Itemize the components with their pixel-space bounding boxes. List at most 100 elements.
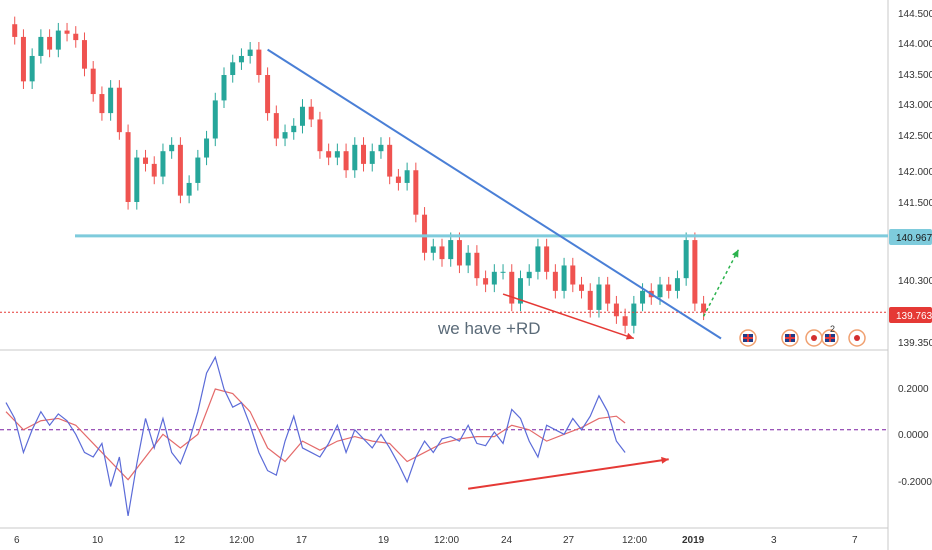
candle [343, 151, 349, 171]
candle [247, 49, 253, 56]
osc-tick: 0.0000 [898, 430, 929, 441]
time-tick: 12:00 [229, 535, 254, 546]
candle [265, 75, 271, 114]
candle [430, 246, 436, 253]
candle [308, 106, 314, 120]
projection-arrow[interactable] [702, 249, 740, 317]
candle [500, 271, 506, 273]
price-candles [12, 16, 707, 334]
rd-arrow[interactable] [502, 293, 635, 340]
candle [456, 240, 462, 266]
candle [299, 106, 305, 126]
event-badges[interactable]: 2 [739, 324, 866, 347]
descending-trendline[interactable] [267, 48, 722, 340]
osc-tick: -0.2000 [898, 477, 932, 488]
candle [55, 30, 61, 50]
candle [212, 100, 218, 139]
candle [143, 157, 149, 164]
candle [657, 284, 663, 298]
candle [291, 125, 297, 133]
time-tick: 7 [852, 535, 858, 546]
candle [81, 40, 87, 69]
oscillator-axis: 0.2000 0.0000 -0.2000 [898, 384, 932, 488]
candle [491, 271, 497, 285]
candle [352, 144, 358, 171]
candle [326, 151, 332, 158]
time-tick: 19 [378, 535, 390, 546]
price-tick: 141.500 [898, 198, 932, 209]
candle [230, 62, 236, 76]
divergence-arrow[interactable] [468, 458, 669, 490]
candle [631, 303, 637, 326]
candle [395, 176, 401, 183]
candle [238, 55, 244, 63]
price-tick: 142.500 [898, 131, 932, 142]
time-tick: 12:00 [434, 535, 459, 546]
candle [73, 33, 79, 41]
uk-flag-icon[interactable] [821, 329, 839, 347]
arrow-head [661, 456, 669, 464]
candle [90, 68, 96, 95]
current-price-label: 139.763 [896, 311, 932, 322]
candle [169, 144, 175, 152]
time-tick: 2019 [682, 535, 705, 546]
candle [640, 290, 646, 304]
candle [361, 144, 367, 164]
uk-flag-icon[interactable] [781, 329, 799, 347]
candle [544, 246, 550, 272]
candle [413, 170, 419, 215]
candle [422, 214, 428, 253]
uk-flag-icon[interactable] [739, 329, 757, 347]
candle [221, 75, 227, 101]
time-tick: 6 [14, 535, 20, 546]
candle [125, 132, 131, 202]
time-axis: 6 10 12 12:00 17 19 12:00 24 27 12:00 20… [14, 535, 858, 546]
candle [108, 87, 114, 114]
candle [177, 144, 183, 196]
candle [552, 271, 558, 291]
candle [369, 151, 375, 164]
candle [47, 36, 53, 50]
resistance-price-label: 140.967 [896, 233, 932, 244]
oscillator-fast-line [5, 355, 626, 517]
time-tick: 17 [296, 535, 308, 546]
candle [378, 144, 384, 152]
candle [526, 271, 532, 279]
candle [204, 138, 210, 158]
candle [517, 278, 523, 304]
time-tick: 24 [501, 535, 513, 546]
price-tick: 144.500 [898, 9, 932, 20]
candle [666, 284, 672, 291]
candle [587, 290, 593, 310]
candle [561, 265, 567, 291]
candle [20, 36, 26, 82]
candle [509, 271, 515, 304]
price-axis: 144.500 144.000 143.500 143.000 142.500 … [898, 9, 932, 349]
oscillator-slow-line [5, 388, 626, 481]
candle [701, 303, 707, 313]
japan-flag-icon[interactable] [848, 329, 866, 347]
candle [579, 284, 585, 291]
candle [483, 278, 489, 285]
arrow-head [732, 249, 739, 258]
candle [160, 151, 166, 177]
time-tick: 27 [563, 535, 575, 546]
candle [99, 94, 105, 114]
candle [622, 316, 628, 326]
candle [404, 170, 410, 183]
price-tick: 142.000 [898, 167, 932, 178]
price-tick: 143.000 [898, 100, 932, 111]
candle [439, 246, 445, 260]
candle [683, 240, 689, 279]
annotation-text[interactable]: we have +RD [437, 319, 541, 338]
candle [613, 303, 619, 317]
candle [134, 157, 140, 202]
candle [605, 284, 611, 304]
candle [256, 49, 262, 76]
resistance-price-tag [889, 229, 932, 245]
price-tick: 143.500 [898, 70, 932, 81]
current-price-tag [889, 307, 932, 323]
japan-flag-icon[interactable] [805, 329, 823, 347]
candle [38, 36, 44, 56]
